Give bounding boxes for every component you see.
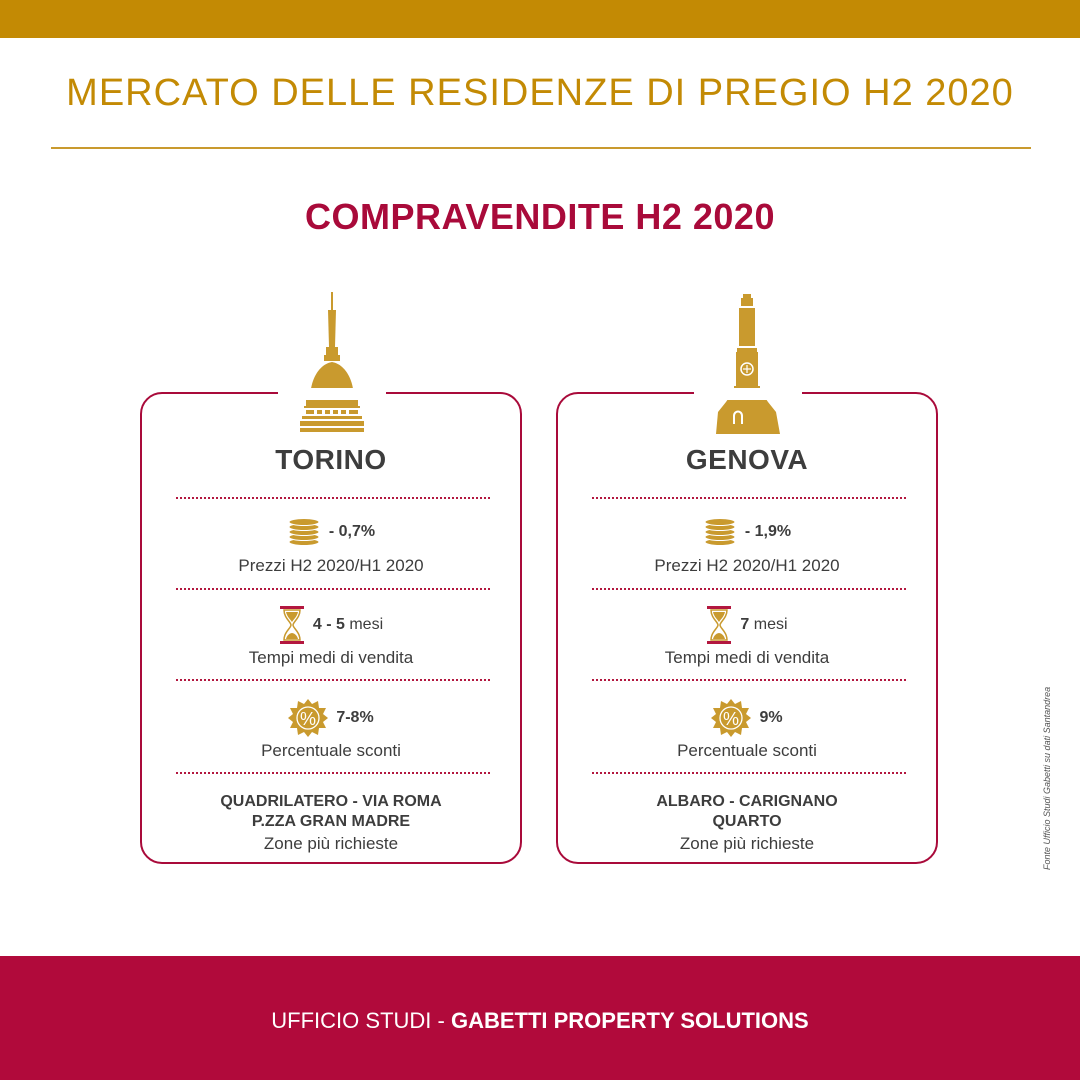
footer-brand: GABETTI PROPERTY SOLUTIONS [450,1008,809,1033]
dotted-divider [592,679,906,681]
discount-row: % 9% [558,698,936,738]
card-top-gap [694,388,802,400]
coins-icon [703,518,737,546]
prices-value: - 0,7% [328,523,376,540]
discount-value: 7-8% [336,709,374,726]
footer-text: UFFICIO STUDI - GABETTI PROPERTY SOLUTIO… [0,1008,1080,1034]
dotted-divider [176,772,490,774]
discount-value: 9% [759,709,783,726]
page-subtitle: COMPRAVENDITE H2 2020 [305,196,775,237]
zones-label: Zone più richieste [679,834,815,853]
dotted-divider [592,497,906,499]
source-note: Fonte Ufficio Studi Gabetti su dati Sant… [1042,686,1052,870]
percent-badge-icon: % [711,698,752,738]
zones-line: QUADRILATERO - VIA ROMA [220,793,442,810]
discount-label: Percentuale sconti [261,741,401,760]
dotted-divider [176,497,490,499]
time-value: 7 [740,616,750,633]
svg-text:%: % [723,709,739,729]
city-name: GENOVA [685,444,809,475]
dotted-divider [176,588,490,590]
city-card-torino: TORINO - 0,7% Prezzi H2 2020/H1 2020 [140,388,522,864]
prices-row: - 1,9% [558,518,936,546]
percent-badge-icon: % [288,698,329,738]
prices-label: Prezzi H2 2020/H1 2020 [654,556,840,575]
prices-row: - 0,7% [142,518,520,546]
zones-list: QUADRILATERO - VIA ROMA P.ZZA GRAN MADRE [142,792,520,832]
footer-band: UFFICIO STUDI - GABETTI PROPERTY SOLUTIO… [0,956,1080,1080]
zones-label: Zone più richieste [263,834,399,853]
time-label: Tempi medi di vendita [664,648,830,667]
discount-row: % 7-8% [142,698,520,738]
zones-list: ALBARO - CARIGNANO QUARTO [558,792,936,832]
prices-value: - 1,9% [744,523,792,540]
time-unit: mesi [753,616,788,633]
top-bar [0,0,1080,38]
zones-line: P.ZZA GRAN MADRE [251,813,411,830]
dotted-divider [176,679,490,681]
prices-label: Prezzi H2 2020/H1 2020 [238,556,424,575]
time-unit: mesi [349,616,384,633]
hourglass-icon [279,606,305,644]
time-row: 4 - 5 mesi [142,606,520,644]
footer-prefix: UFFICIO STUDI - [271,1008,451,1033]
time-row: 7 mesi [558,606,936,644]
coins-icon [287,518,321,546]
city-card-genova: GENOVA - 1,9% Prezzi H2 2020/H1 2020 [556,388,938,864]
zones-line: QUARTO [712,813,782,830]
discount-label: Percentuale sconti [677,741,817,760]
svg-text:%: % [300,709,316,729]
card-top-gap [278,388,386,400]
time-value: 4 - 5 [312,616,345,633]
hourglass-icon [706,606,732,644]
dotted-divider [592,772,906,774]
page-title: MERCATO DELLE RESIDENZE DI PREGIO H2 202… [66,72,1014,114]
title-divider [51,147,1031,149]
time-label: Tempi medi di vendita [248,648,414,667]
zones-line: ALBARO - CARIGNANO [656,793,838,810]
city-name: TORINO [275,444,387,475]
dotted-divider [592,588,906,590]
